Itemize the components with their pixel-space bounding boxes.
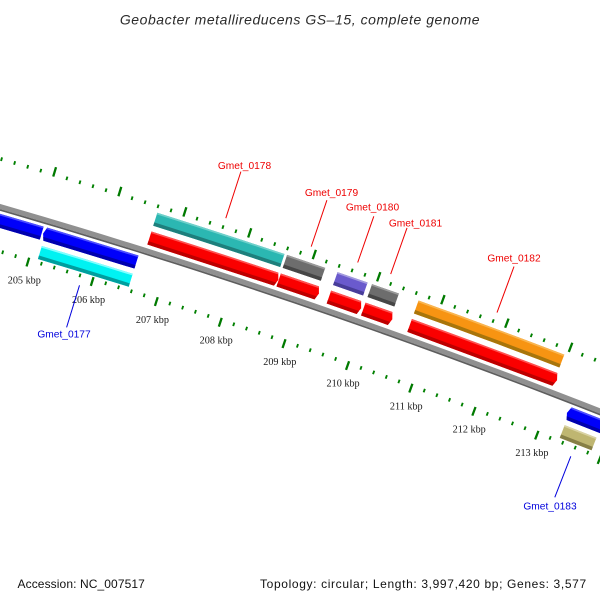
svg-text:Gmet_0178: Gmet_0178: [218, 161, 272, 172]
svg-text:Gmet_0177: Gmet_0177: [37, 330, 91, 341]
svg-text:Gmet_0181: Gmet_0181: [389, 219, 443, 230]
svg-text:209 kbp: 209 kbp: [263, 357, 296, 368]
svg-text:207 kbp: 207 kbp: [136, 315, 169, 326]
svg-text:Accession: NC_007517: Accession: NC_007517: [18, 577, 146, 591]
svg-text:Gmet_0183: Gmet_0183: [523, 502, 577, 513]
svg-text:208 kbp: 208 kbp: [200, 336, 233, 347]
svg-text:213 kbp: 213 kbp: [515, 448, 548, 459]
svg-text:Gmet_0182: Gmet_0182: [487, 254, 541, 265]
svg-text:210 kbp: 210 kbp: [327, 379, 360, 390]
svg-text:212 kbp: 212 kbp: [453, 424, 486, 435]
svg-text:Gmet_0180: Gmet_0180: [346, 203, 400, 214]
svg-text:206 kbp: 206 kbp: [72, 295, 105, 306]
svg-text:211 kbp: 211 kbp: [390, 401, 423, 412]
svg-text:205 kbp: 205 kbp: [8, 276, 41, 287]
svg-text:Gmet_0179: Gmet_0179: [305, 188, 359, 199]
svg-text:Topology: circular; Length: 3,: Topology: circular; Length: 3,997,420 bp…: [260, 577, 587, 591]
svg-text:Geobacter metallireducens GS–1: Geobacter metallireducens GS–15, complet…: [120, 12, 480, 28]
